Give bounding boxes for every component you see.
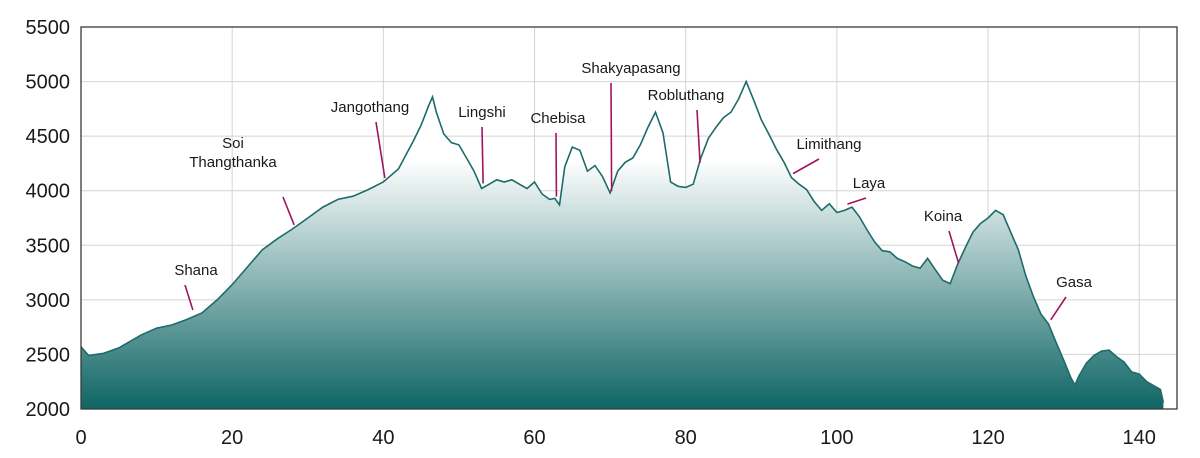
callout-line bbox=[184, 284, 194, 311]
waypoint-annotations: Shana Soi Thangthanka Jangothang Lingshi Cheb… bbox=[174, 60, 1093, 321]
waypoint-chebisa: Chebisa bbox=[530, 110, 586, 197]
y-axis: 2000 2500 3000 3500 4000 4500 5000 5500 bbox=[26, 17, 71, 421]
waypoint-koina: Koina bbox=[924, 208, 963, 264]
elevation-area bbox=[81, 81, 1164, 409]
waypoint-laya: Laya bbox=[847, 175, 886, 205]
y-tick-label: 3000 bbox=[26, 290, 71, 312]
callout-line bbox=[847, 197, 867, 205]
waypoint-label: Thangthanka bbox=[189, 154, 277, 171]
x-tick-label: 40 bbox=[372, 427, 394, 449]
waypoint-label: Jangothang bbox=[331, 99, 409, 116]
y-tick-label: 3500 bbox=[26, 235, 71, 257]
waypoint-label: Koina bbox=[924, 208, 963, 225]
waypoint-label: Chebisa bbox=[530, 110, 586, 127]
waypoint-label: Shana bbox=[174, 262, 218, 279]
x-tick-label: 60 bbox=[523, 427, 545, 449]
callout-line bbox=[696, 109, 701, 163]
y-tick-label: 5000 bbox=[26, 72, 71, 94]
callout-line bbox=[481, 126, 484, 184]
waypoint-label: Limithang bbox=[796, 136, 861, 153]
callout-line bbox=[375, 121, 386, 179]
x-tick-label: 120 bbox=[971, 427, 1004, 449]
waypoint-soi-thangthanka: Soi Thangthanka bbox=[189, 135, 295, 226]
callout-line bbox=[282, 196, 295, 226]
waypoint-label: Gasa bbox=[1056, 274, 1093, 291]
waypoint-jangothang: Jangothang bbox=[331, 99, 409, 179]
waypoint-label: Shakyapasang bbox=[581, 60, 680, 77]
waypoint-label: Laya bbox=[853, 175, 886, 192]
x-tick-label: 80 bbox=[675, 427, 697, 449]
waypoint-shakyapasang: Shakyapasang bbox=[581, 60, 681, 192]
callout-line bbox=[948, 230, 960, 264]
y-tick-label: 2000 bbox=[26, 399, 71, 421]
callout-line bbox=[792, 158, 820, 175]
x-tick-label: 100 bbox=[820, 427, 853, 449]
y-tick-label: 5500 bbox=[26, 17, 71, 39]
y-tick-label: 2500 bbox=[26, 344, 71, 366]
elevation-profile-line bbox=[80, 79, 1165, 403]
waypoint-gasa: Gasa bbox=[1050, 274, 1093, 321]
callout-line bbox=[610, 82, 613, 192]
callout-line bbox=[1050, 296, 1067, 321]
waypoint-label: Soi bbox=[222, 135, 244, 152]
x-axis: 0 20 40 60 80 100 120 140 bbox=[75, 427, 1155, 449]
x-tick-label: 140 bbox=[1123, 427, 1156, 449]
waypoint-lingshi: Lingshi bbox=[458, 104, 506, 184]
x-tick-label: 20 bbox=[221, 427, 243, 449]
waypoint-label: Lingshi bbox=[458, 104, 506, 121]
plot-frame bbox=[80, 26, 1178, 410]
y-tick-label: 4000 bbox=[26, 181, 71, 203]
waypoint-label: Robluthang bbox=[648, 87, 725, 104]
waypoint-limithang: Limithang bbox=[792, 136, 862, 175]
waypoint-robluthang: Robluthang bbox=[648, 87, 725, 163]
x-tick-label: 0 bbox=[75, 427, 86, 449]
waypoint-shana: Shana bbox=[174, 262, 218, 311]
y-tick-label: 4500 bbox=[26, 126, 71, 148]
